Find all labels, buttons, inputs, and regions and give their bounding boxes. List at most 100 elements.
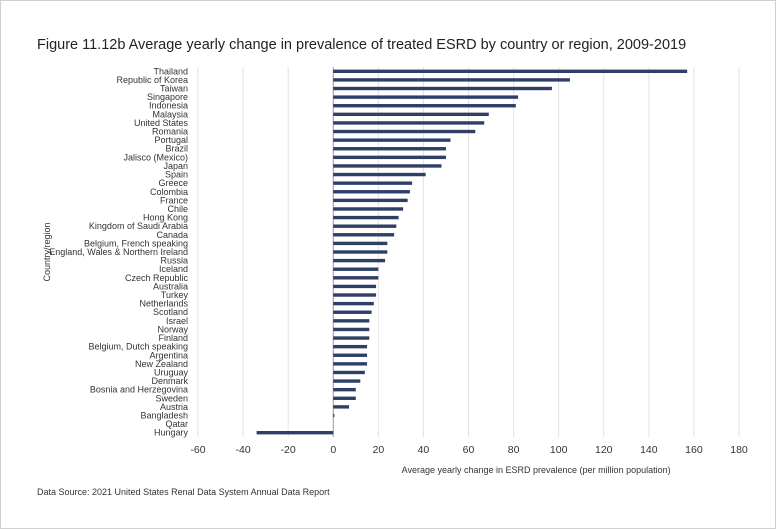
category-label: Scotland (153, 307, 188, 317)
x-tick-label: 60 (463, 444, 475, 456)
x-axis-label: Average yearly change in ESRD prevalence… (402, 465, 671, 475)
bar (333, 387, 356, 392)
category-label: Austria (160, 402, 188, 412)
category-label: Turkey (161, 290, 189, 300)
category-label: Belgium, Dutch speaking (88, 342, 188, 352)
category-label: Romania (152, 127, 188, 137)
x-tick-label: 120 (595, 444, 613, 456)
category-label: Hungary (154, 428, 189, 438)
bar (333, 129, 476, 134)
bar (333, 138, 451, 142)
bar (333, 147, 446, 151)
bar (333, 362, 368, 366)
category-label: Denmark (151, 376, 188, 386)
x-tick-label: 160 (685, 444, 703, 456)
category-label: Netherlands (139, 299, 188, 309)
bar (333, 310, 372, 314)
category-label: Norway (157, 324, 188, 334)
category-label: Kingdom of Saudi Arabia (89, 221, 188, 231)
category-label: Portugal (154, 135, 188, 145)
category-label: Indonesia (149, 101, 188, 111)
bar (333, 112, 489, 117)
category-label: Malaysia (152, 109, 188, 119)
bar (333, 284, 377, 289)
bar (333, 344, 368, 349)
category-label: Chile (167, 204, 188, 214)
bar (333, 336, 370, 340)
x-tick-labels: -60 -40 -20 0 20 40 60 80 100 120 140 160 180 (190, 444, 748, 456)
bar (333, 86, 552, 91)
category-label: England, Wales & Northern Ireland (49, 247, 188, 257)
bar (333, 327, 370, 332)
category-label: Qatar (165, 419, 188, 429)
category-label: Iceland (159, 264, 188, 274)
category-label: Finland (158, 333, 188, 343)
category-label: Japan (163, 161, 188, 171)
bar (333, 293, 377, 297)
x-tick-label: -40 (235, 444, 250, 456)
bar (333, 155, 446, 160)
category-label: Israel (166, 316, 188, 326)
bar (333, 405, 350, 409)
bar (333, 319, 370, 323)
bar (333, 413, 335, 418)
bar (333, 121, 485, 125)
bar (333, 95, 519, 99)
data-source-note: Data Source: 2021 United States Renal Da… (37, 487, 330, 497)
bar (333, 198, 408, 203)
category-label: Republic of Korea (116, 75, 188, 85)
bar (333, 181, 413, 185)
x-tick-label: -20 (281, 444, 296, 456)
bar (333, 78, 570, 82)
category-label: Czech Republic (125, 273, 189, 283)
x-tick-label: 140 (640, 444, 658, 456)
bar (333, 267, 379, 271)
x-tick-label: 0 (330, 444, 336, 456)
x-tick-label: 80 (508, 444, 520, 456)
bar (333, 172, 426, 177)
category-label: Uruguay (154, 367, 189, 377)
bar (333, 224, 397, 228)
category-label: Colombia (150, 187, 188, 197)
category-label: France (160, 195, 188, 205)
bar (333, 301, 374, 306)
category-label: Hong Kong (143, 213, 188, 223)
bars (256, 69, 688, 435)
bar (333, 104, 516, 108)
category-label: United States (134, 118, 189, 128)
bar (333, 241, 388, 246)
x-tick-label: 180 (730, 444, 748, 456)
bar (333, 190, 410, 194)
bar (333, 396, 356, 400)
bar (333, 69, 688, 74)
x-tick-label: -60 (190, 444, 205, 456)
x-tick-label: 40 (418, 444, 430, 456)
bar (333, 379, 361, 383)
category-label: Taiwan (160, 84, 188, 94)
bar (333, 233, 395, 237)
bar (333, 258, 386, 263)
category-label: Spain (165, 170, 188, 180)
category-label: Sweden (155, 393, 188, 403)
category-label: Singapore (147, 92, 188, 102)
category-label: Jalisco (Mexico) (123, 152, 188, 162)
category-label: Canada (156, 230, 188, 240)
category-label: Thailand (153, 66, 188, 76)
x-tick-label: 100 (550, 444, 568, 456)
category-label: Russia (160, 256, 188, 266)
category-label: Australia (153, 281, 188, 291)
bar (333, 207, 404, 211)
category-label: Brazil (165, 144, 188, 154)
y-axis-label: Country/region (42, 222, 52, 281)
category-label: Greece (158, 178, 188, 188)
bar (333, 250, 388, 254)
category-label: Argentina (149, 350, 188, 360)
x-tick-label: 20 (372, 444, 384, 456)
bar (333, 353, 368, 357)
bar (333, 164, 442, 168)
chart-title: Figure 11.12b Average yearly change in p… (37, 37, 687, 53)
bar (333, 370, 365, 375)
